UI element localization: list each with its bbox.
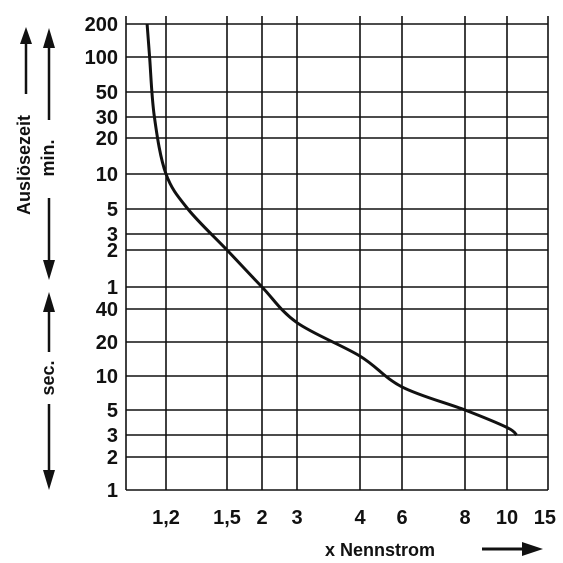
x-tick-labels: 1,2 1,5 2 3 4 6 8 10 15 [152,507,556,529]
grid [125,16,549,491]
y-tick-label-min: 3 [107,224,118,246]
x-axis-title-group: x Nennstrom [325,540,543,560]
min-range-arrowhead-up [43,28,55,48]
y-tick-label-sec: 40 [96,299,118,321]
y-tick-label-min: 5 [107,199,118,221]
y-tick-label-sec: 10 [96,366,118,388]
x-tick-label: 1,5 [213,507,241,529]
y-tick-label-min: 100 [85,47,118,69]
x-tick-label: 1,2 [152,507,180,529]
x-tick-label: 15 [534,507,556,529]
x-tick-label: 10 [496,507,518,529]
y-tick-label-min: 1 [107,277,118,299]
y-tick-label-sec: 20 [96,332,118,354]
y-tick-label-min: 20 [96,128,118,150]
y-tick-label-sec: 3 [107,425,118,447]
y-tick-label-sec: 1 [107,480,118,502]
x-tick-label: 3 [291,507,302,529]
x-tick-label: 2 [256,507,267,529]
y-unit-upper: min. [38,139,58,176]
y-tick-label-min: 10 [96,164,118,186]
y-unit-lower: sec. [38,360,58,395]
y-axis-up-arrowhead [20,27,32,44]
y-tick-label-min: 200 [85,14,118,36]
sec-range-arrowhead-up [43,292,55,312]
y-tick-label-min: 2 [107,240,118,262]
x-tick-label: 8 [459,507,470,529]
x-tick-label: 6 [396,507,407,529]
y-axis-title: Auslösezeit [14,115,34,215]
y-tick-label-sec: 5 [107,400,118,422]
y-tick-label-min: 50 [96,82,118,104]
y-tick-label-min: 30 [96,107,118,129]
trip-curve-line [145,23,518,437]
y-tick-label-sec: 2 [107,447,118,469]
x-axis-arrowhead [522,542,543,556]
y-axis-title-group: Auslösezeit min. sec. [14,27,58,490]
sec-range-arrowhead-down [43,470,55,490]
x-tick-label: 4 [354,507,366,529]
min-range-arrowhead-down [43,260,55,280]
x-axis-title: x Nennstrom [325,540,435,560]
